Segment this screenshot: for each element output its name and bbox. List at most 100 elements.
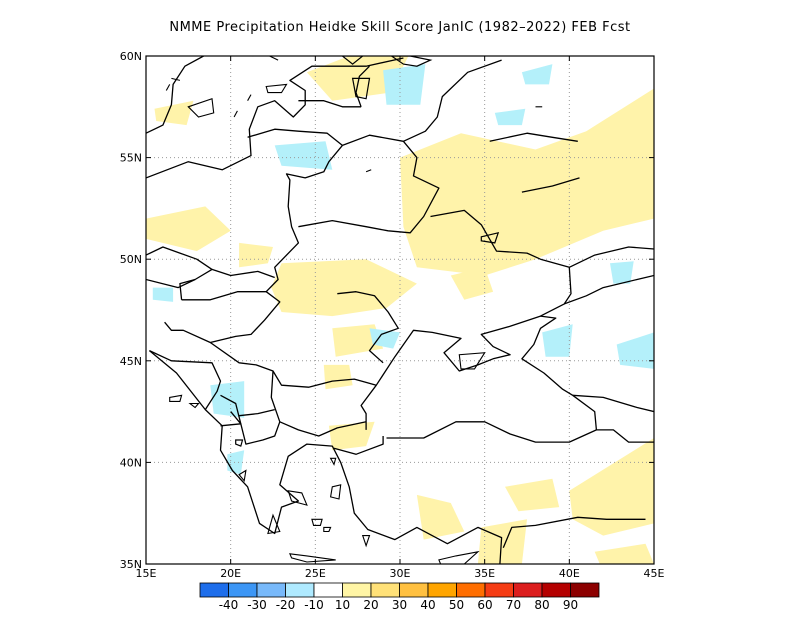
page-title: NMME Precipitation Heidke Skill Score Ja…	[169, 20, 631, 35]
coast-fragment	[233, 110, 238, 118]
color-legend: -40 -30 -20 -10 10 20 30 40 50 60 70 80 90	[199, 582, 600, 612]
border-line	[521, 177, 580, 193]
legend-swatch	[541, 582, 571, 598]
coast-fragment	[165, 84, 171, 91]
island-outline	[287, 490, 308, 506]
island-outline	[169, 394, 183, 402]
border-line	[279, 421, 367, 437]
legend-label: 80	[534, 598, 549, 612]
lake-outline	[390, 56, 433, 67]
lat-tick-label: 60N	[120, 50, 142, 63]
border-line	[179, 278, 196, 300]
legend-swatch	[456, 582, 486, 598]
skill-area-20	[154, 100, 194, 126]
skill-area-20	[594, 543, 654, 564]
border-line	[209, 341, 377, 388]
skill-area-20	[146, 206, 231, 252]
border-line	[430, 209, 572, 317]
island-outline	[187, 97, 215, 118]
lon-tick-label: 40E	[559, 567, 580, 580]
lat-tick-label: 40N	[120, 456, 142, 469]
island-outline	[311, 518, 323, 526]
border-line	[489, 132, 578, 142]
border-line	[146, 268, 275, 289]
legend-swatch	[256, 582, 286, 598]
border-line	[220, 370, 281, 445]
island-outline	[329, 484, 342, 500]
island-outline	[265, 83, 288, 94]
skill-area-neg10	[494, 108, 526, 126]
lake-outline	[235, 439, 244, 447]
legend-label: 10	[335, 598, 350, 612]
skill-area-20	[477, 519, 527, 564]
border-line	[403, 59, 502, 142]
skill-area-neg10	[227, 450, 245, 475]
legend-swatch	[484, 582, 514, 598]
lon-tick-label: 20E	[220, 567, 241, 580]
border-line	[148, 350, 503, 564]
border-line	[596, 429, 654, 443]
skill-area-20	[450, 267, 494, 300]
lat-tick-label: 45N	[120, 355, 142, 368]
border-line	[564, 274, 654, 305]
legend-swatch	[399, 582, 429, 598]
coast-fragment	[269, 56, 279, 61]
border-line	[146, 57, 404, 179]
border-line	[247, 128, 343, 146]
legend-swatch	[370, 582, 400, 598]
lat-tick-label: 35N	[120, 558, 142, 571]
border-line	[337, 291, 399, 364]
border-line	[252, 56, 255, 57]
legend-label: 60	[477, 598, 492, 612]
island-outline	[238, 469, 247, 482]
skill-area-neg10	[274, 141, 333, 170]
skill-area-neg10	[383, 64, 426, 105]
legend-label: 70	[506, 598, 521, 612]
skill-area-neg10	[616, 332, 654, 369]
legend-swatch	[285, 582, 315, 598]
legend-label: 20	[363, 598, 378, 612]
island-outline	[267, 513, 281, 535]
island-outline	[289, 553, 336, 563]
legend-label: 30	[392, 598, 407, 612]
island-outline	[323, 526, 332, 533]
lon-tick-label: 35E	[474, 567, 495, 580]
lon-tick-label: 30E	[390, 567, 411, 580]
skill-area-20	[416, 494, 465, 540]
border-line	[569, 246, 654, 268]
border-line	[355, 65, 370, 108]
skill-area-20	[239, 242, 273, 268]
legend-swatch	[342, 582, 372, 598]
skill-area-neg10	[610, 261, 634, 284]
border-line	[239, 408, 275, 417]
legend-label: 90	[563, 598, 578, 612]
legend-swatch	[199, 582, 229, 598]
skill-area-neg10	[152, 287, 174, 302]
legend-label: -20	[276, 598, 296, 612]
lake-outline	[351, 77, 371, 100]
legend-swatch	[513, 582, 543, 598]
legend-swatch	[228, 582, 258, 598]
legend-label: -30	[247, 598, 267, 612]
border-line	[146, 246, 213, 270]
axis-ticks: 15E 20E 25E 30E 35E 40E 45E 35N 40N 45N 50N 55N 60N	[120, 50, 665, 580]
coast-fragment	[365, 169, 372, 173]
lake-outline	[480, 231, 500, 244]
border-line	[333, 436, 384, 455]
border-line	[149, 350, 222, 410]
border-line	[146, 56, 204, 134]
skill-shading-layer	[146, 56, 654, 564]
legend-swatch	[427, 582, 457, 598]
border-line	[502, 516, 646, 548]
skill-area-20	[323, 364, 353, 390]
skill-area-20	[271, 259, 417, 317]
coast-fragment	[247, 94, 252, 101]
skill-area-20	[505, 478, 560, 512]
lat-tick-label: 55N	[120, 152, 142, 165]
skill-area-neg10	[369, 328, 400, 349]
border-line	[220, 394, 242, 425]
legend-swatch	[570, 582, 600, 598]
border-line	[572, 394, 654, 413]
lon-tick-label: 15E	[136, 567, 157, 580]
